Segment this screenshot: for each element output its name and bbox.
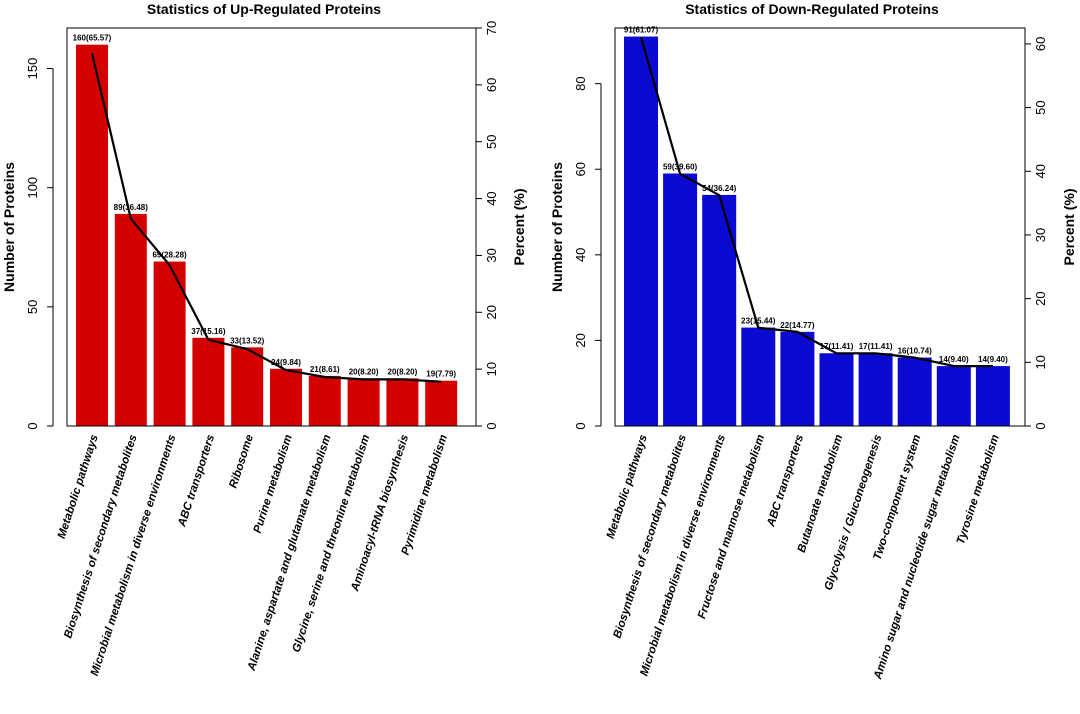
bar-8 <box>347 378 380 426</box>
y2-axis-title: Percent (%) <box>511 188 527 265</box>
left-tick-label: 50 <box>25 300 40 314</box>
right-tick-label: 70 <box>484 21 499 35</box>
left-tick-label: 150 <box>25 58 40 80</box>
bar-7 <box>308 375 341 426</box>
data-label-2: 59(39.60) <box>663 163 698 172</box>
bar-10 <box>425 380 458 426</box>
y2-axis-title: Percent (%) <box>1061 188 1077 265</box>
data-label-5: 22(14.77) <box>780 321 815 330</box>
category-label-10: Pyrimidine metabolism <box>400 433 450 556</box>
y-axis-title: Number of Proteins <box>1 162 17 292</box>
bar-9 <box>936 366 971 426</box>
right-tick-label: 50 <box>484 134 499 148</box>
data-label-6: 17(11.41) <box>820 342 854 351</box>
bar-7 <box>858 353 893 426</box>
category-label-1: Metabolic pathways <box>56 433 101 540</box>
data-label-4: 23(15.44) <box>741 317 776 326</box>
left-tick-label: 0 <box>25 422 40 429</box>
category-label-7: Alanine, aspartate and glutamate metabol… <box>246 433 334 673</box>
data-label-5: 33(13.52) <box>230 336 265 345</box>
right-tick-label: 10 <box>1033 355 1048 369</box>
bar-10 <box>975 366 1010 426</box>
left-tick-label: 40 <box>573 248 588 262</box>
bar-4 <box>192 337 225 426</box>
left-tick-label: 80 <box>573 76 588 90</box>
data-label-2: 89(36.48) <box>114 203 149 212</box>
category-label-2: Biosynthesis of secondary metabolites <box>62 433 139 640</box>
chart-panel-2: Statistics of Down-Regulated Proteins 91(… <box>549 1 1077 682</box>
bar-3 <box>702 194 737 426</box>
bar-3 <box>153 261 186 426</box>
bar-5 <box>231 347 264 426</box>
data-label-3: 69(28.28) <box>152 251 187 260</box>
data-label-4: 37(15.16) <box>191 327 226 336</box>
percent-line <box>639 36 993 368</box>
data-label-10: 19(7.79) <box>426 370 456 379</box>
right-tick-label: 60 <box>1033 37 1048 51</box>
category-label-10: Tyrosine metabolism <box>955 433 1002 546</box>
right-tick-label: 40 <box>484 191 499 205</box>
data-label-7: 17(11.41) <box>859 342 893 351</box>
bar-5 <box>780 331 815 426</box>
left-tick-label: 0 <box>573 422 588 429</box>
right-tick-label: 60 <box>484 78 499 92</box>
category-label-1: Metabolic pathways <box>605 433 650 540</box>
data-label-3: 54(36.24) <box>702 184 737 193</box>
percent-line <box>90 52 442 383</box>
right-tick-label: 0 <box>484 422 499 429</box>
category-label-5: Ribosome <box>227 433 256 490</box>
data-label-10: 14(9.40) <box>978 355 1008 364</box>
category-label-9: Amino sugar and nucleotide sugar metabol… <box>872 433 963 681</box>
bar-8 <box>897 357 932 426</box>
chart-title: Statistics of Down-Regulated Proteins <box>685 1 939 17</box>
category-label-2: Biosynthesis of secondary metabolites <box>612 433 689 640</box>
chart-panel-1: Statistics of Up-Regulated Proteins 160(6… <box>1 1 527 678</box>
right-tick-label: 30 <box>484 248 499 262</box>
bar-2 <box>663 173 698 426</box>
left-tick-label: 20 <box>573 333 588 347</box>
bar-6 <box>270 368 302 426</box>
bar-9 <box>386 378 419 426</box>
data-label-9: 14(9.40) <box>939 355 969 364</box>
right-tick-label: 20 <box>1033 291 1048 305</box>
bar-6 <box>819 353 854 426</box>
category-label-3: Microbial metabolism in diverse environm… <box>89 433 179 677</box>
data-label-7: 21(8.61) <box>310 365 340 374</box>
category-label-8: Glycine, serine and threonine metabolism <box>291 433 373 654</box>
bar-4 <box>741 327 776 426</box>
right-tick-label: 10 <box>484 362 499 376</box>
left-tick-label: 60 <box>573 162 588 176</box>
chart-title: Statistics of Up-Regulated Proteins <box>147 1 381 17</box>
data-label-1: 160(65.57) <box>73 34 112 43</box>
data-label-9: 20(8.20) <box>388 367 418 376</box>
bar-1 <box>624 36 658 426</box>
right-tick-label: 50 <box>1033 100 1048 114</box>
data-label-8: 16(10.74) <box>898 347 933 356</box>
category-label-5: ABC transporters <box>765 433 806 529</box>
data-label-6: 24(9.84) <box>271 358 301 367</box>
bar-2 <box>114 213 147 426</box>
category-label-6: Purine metabolism <box>252 433 295 535</box>
right-tick-label: 30 <box>1033 228 1048 242</box>
category-label-6: Butanoate metabolism <box>796 433 846 554</box>
data-label-8: 20(8.20) <box>349 367 379 376</box>
left-tick-label: 100 <box>25 177 40 199</box>
right-tick-label: 20 <box>484 305 499 319</box>
bar-1 <box>76 44 108 426</box>
data-label-1: 91(61.07) <box>624 26 659 35</box>
category-label-3: Microbial metabolism in diverse environm… <box>638 433 728 677</box>
y-axis-title: Number of Proteins <box>549 162 565 292</box>
right-tick-label: 40 <box>1033 164 1048 178</box>
right-tick-label: 0 <box>1033 422 1048 429</box>
category-label-4: ABC transporters <box>176 433 217 529</box>
